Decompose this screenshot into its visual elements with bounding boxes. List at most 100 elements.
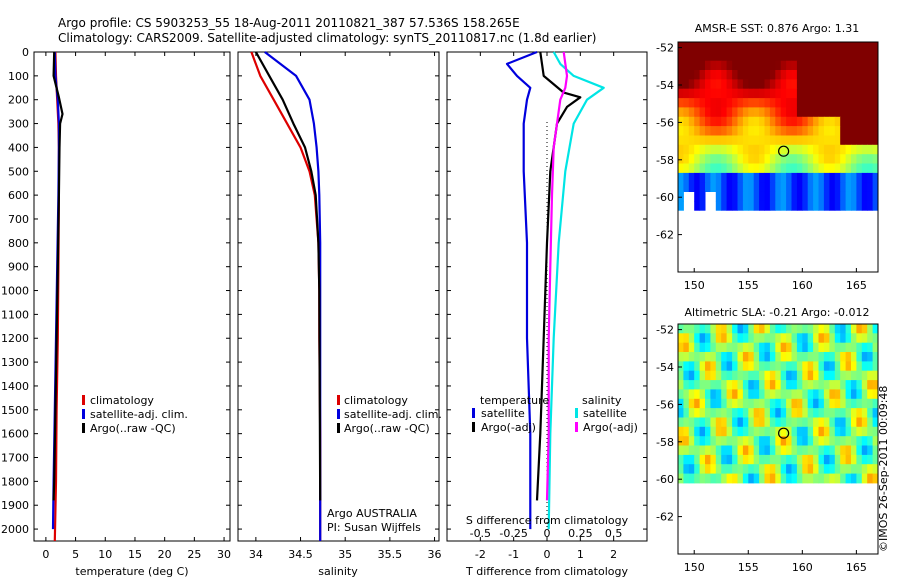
map-cell [705, 436, 711, 446]
map-cell [780, 191, 787, 202]
map-cell [818, 370, 825, 381]
map-cell [818, 107, 825, 118]
legend-t-satellite: satellite [481, 407, 525, 420]
map-cell [748, 88, 755, 99]
map-cell [705, 79, 711, 90]
map-cell [742, 42, 749, 52]
map-cell [840, 70, 847, 80]
map-cell [780, 51, 787, 62]
map-cell [861, 135, 868, 146]
map-cell [688, 389, 695, 400]
map-cell [694, 342, 701, 353]
map-cell [845, 191, 852, 202]
map-cell [694, 88, 701, 99]
map-cell [737, 436, 744, 446]
map-cell [872, 182, 879, 192]
argo-position-marker [778, 427, 790, 439]
lat-tick-label: -62 [656, 511, 674, 524]
map-cell [726, 342, 733, 353]
map-cell [748, 154, 755, 164]
map-cell [694, 464, 701, 474]
map-cell [872, 200, 879, 211]
map-cell [829, 172, 836, 183]
map-cell [840, 51, 847, 62]
map-cell [764, 135, 771, 146]
map-cell [834, 98, 841, 108]
map-cell [780, 324, 787, 334]
map-cell [699, 342, 706, 353]
map-cell [872, 473, 879, 484]
map-cell [769, 408, 776, 418]
map-cell [688, 342, 695, 353]
map-cell [710, 60, 717, 71]
map-cell [867, 417, 874, 428]
map-cell [796, 79, 803, 90]
map-cell [829, 144, 836, 155]
map-cell [834, 60, 841, 71]
map-cell [818, 324, 825, 334]
map-cell [851, 380, 857, 390]
map-cell [845, 154, 852, 164]
map-cell [688, 464, 695, 474]
map-cell [807, 342, 814, 353]
map-cell [688, 154, 695, 164]
map-cell [721, 398, 728, 409]
map-cell [802, 135, 809, 146]
map-cell [796, 172, 803, 183]
map-cell [705, 454, 711, 465]
map-cell [721, 107, 728, 118]
map-cell [845, 42, 852, 52]
map-cell [710, 116, 717, 127]
map-cell [791, 389, 798, 400]
map-cell [845, 172, 852, 183]
map-cell [769, 88, 776, 99]
map-cell [861, 51, 868, 62]
map-cell [813, 79, 819, 90]
map-cell [710, 154, 717, 164]
map-cell [742, 116, 749, 127]
map-cell [775, 200, 782, 211]
map-cell [694, 417, 701, 428]
map-cell [807, 163, 814, 174]
map-cell [732, 370, 738, 381]
map-cell [683, 464, 690, 474]
map-cell [829, 417, 836, 428]
map-cell [834, 426, 841, 437]
map-cell [834, 191, 841, 202]
map-cell [861, 333, 868, 344]
map-cell [834, 473, 841, 484]
map-cell [845, 370, 852, 381]
map-cell [699, 361, 706, 372]
lat-tick-label: -52 [656, 42, 674, 55]
map-cell [829, 398, 836, 409]
map-cell [759, 163, 765, 174]
map-cell [818, 70, 825, 80]
map-cell [748, 352, 755, 362]
map-cell [694, 135, 701, 146]
map-cell [764, 380, 771, 390]
map-cell [732, 79, 738, 90]
map-cell [851, 163, 857, 174]
map-cell [818, 454, 825, 465]
map-cell [791, 191, 798, 202]
map-cell [678, 126, 684, 136]
difference-xlabel: T difference from climatology [465, 565, 628, 578]
map-cell [715, 116, 722, 127]
map-cell [856, 426, 863, 437]
map-cell [699, 370, 706, 381]
map-cell [861, 426, 868, 437]
map-cell [742, 417, 749, 428]
map-cell [737, 60, 744, 71]
map-cell [791, 342, 798, 353]
map-cell [823, 126, 830, 136]
map-cell [845, 60, 852, 71]
map-cell [678, 342, 684, 353]
map-cell [732, 116, 738, 127]
map-cell [796, 116, 803, 127]
map-cell [796, 182, 803, 192]
map-cell [721, 163, 728, 174]
map-cell [802, 473, 809, 484]
map-cell [742, 144, 749, 155]
map-cell [748, 464, 755, 474]
map-cell [818, 98, 825, 108]
